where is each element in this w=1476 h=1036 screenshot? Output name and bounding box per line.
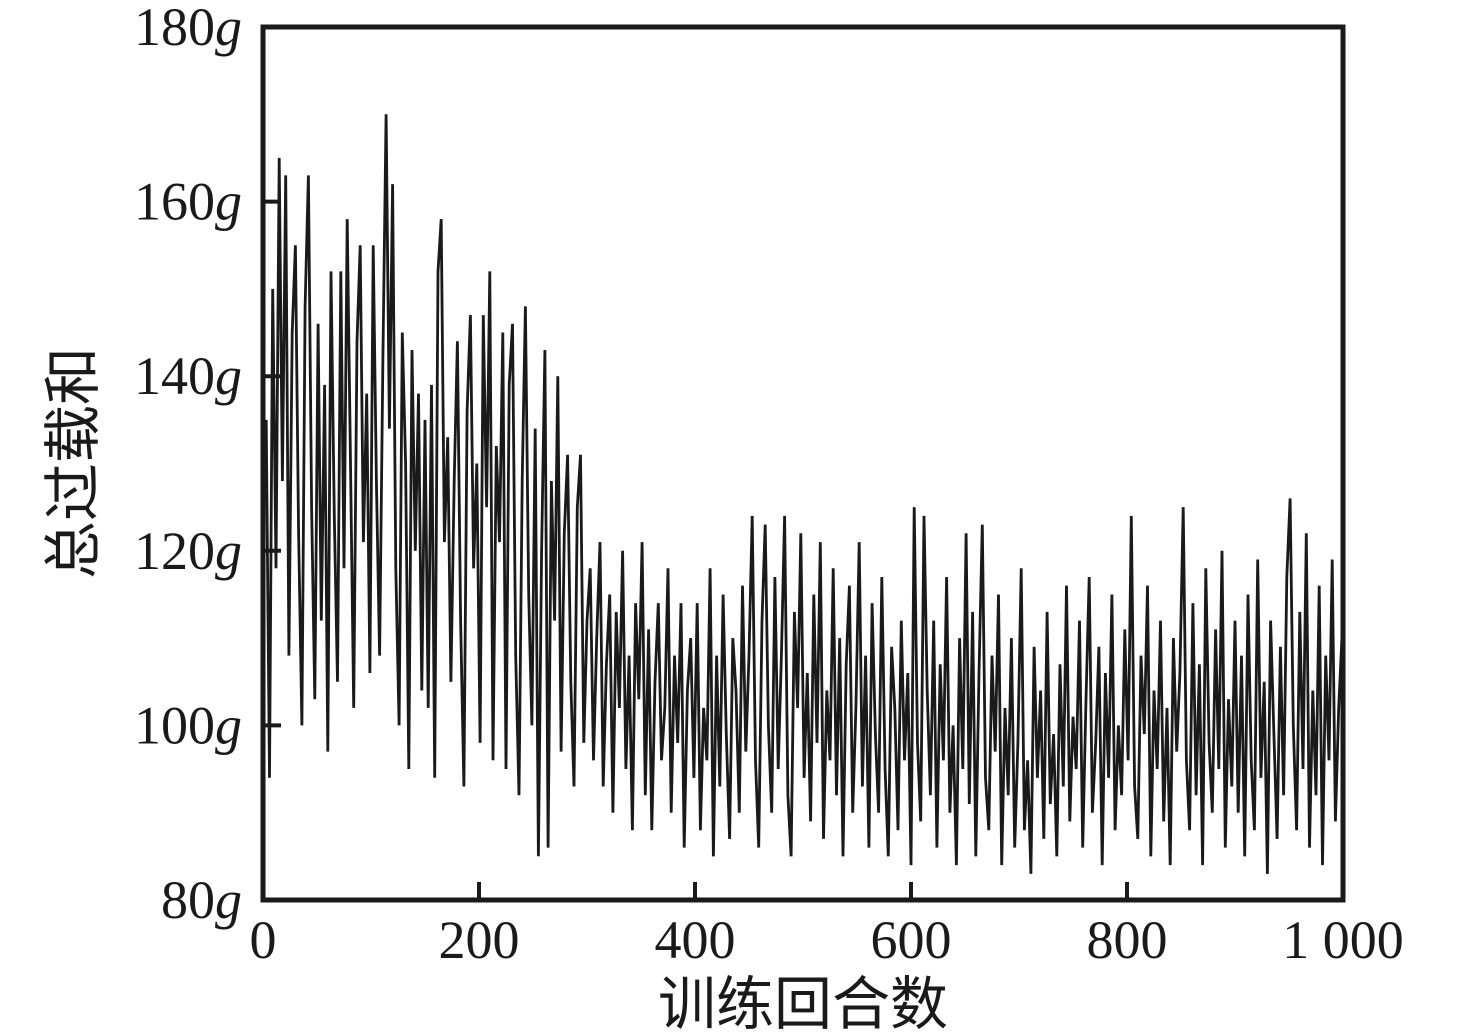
x-tick-label: 600	[871, 910, 952, 970]
plot-frame	[260, 24, 1346, 903]
x-tick-label: 1 000	[1282, 910, 1404, 970]
y-tick-unit: g	[215, 346, 242, 406]
x-tick-label: 800	[1087, 910, 1168, 970]
y-tick-unit: g	[215, 172, 242, 232]
x-tick-label: 200	[439, 910, 520, 970]
y-axis-title: 总过载和	[41, 347, 106, 579]
y-tick-label: 100g	[134, 695, 242, 755]
y-tick-label: 140g	[134, 346, 242, 406]
y-tick-unit: g	[215, 870, 242, 930]
y-tick-unit: g	[215, 695, 242, 755]
series-line	[261, 114, 1344, 874]
y-tick-unit: g	[215, 0, 242, 57]
y-tick-label: 180g	[134, 0, 242, 57]
x-axis-ticks	[261, 882, 1345, 900]
y-tick-label: 80g	[161, 870, 242, 930]
x-axis-title: 训练回合数	[658, 972, 948, 1036]
y-axis-tick-labels: 80g 100g 120g 140g 160g 180g	[134, 0, 242, 930]
y-tick-label: 160g	[134, 172, 242, 232]
y-tick-label: 120g	[134, 521, 242, 581]
x-axis-tick-labels: 0 200 400 600 800 1 000	[250, 910, 1404, 970]
x-tick-label: 400	[655, 910, 736, 970]
y-tick-unit: g	[215, 521, 242, 581]
x-tick-label: 0	[250, 910, 277, 970]
